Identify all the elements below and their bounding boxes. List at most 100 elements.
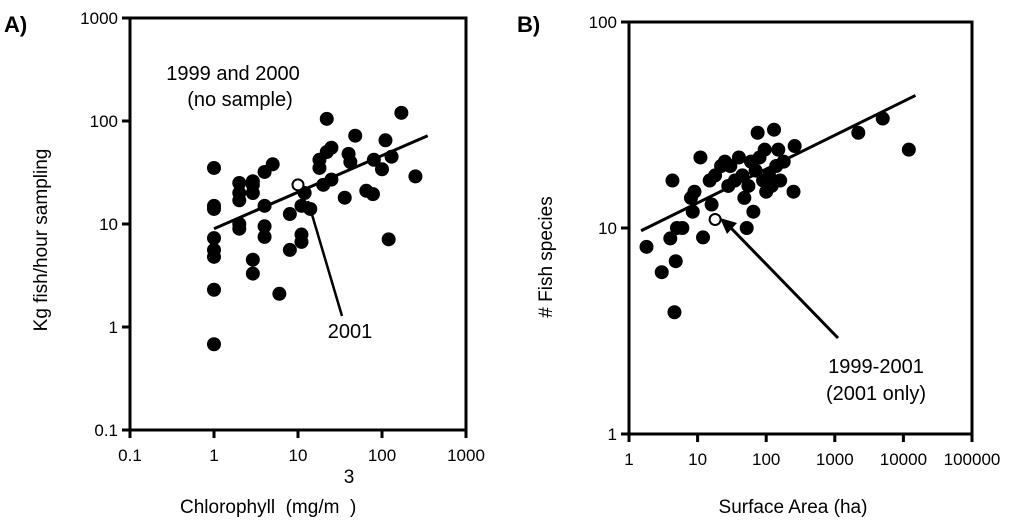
- data-point: [294, 227, 309, 242]
- y-tick-label: 1: [109, 318, 118, 337]
- data-point: [685, 204, 700, 219]
- y-tick-label: 100: [589, 13, 617, 32]
- data-point: [232, 176, 247, 191]
- panel-a-callout-arrow: [306, 200, 344, 317]
- panel-a-x-axis-unit-superscript: 3: [344, 467, 355, 488]
- panel-a-y-axis-label: Kg fish/hour sampling: [31, 149, 52, 332]
- data-point: [207, 337, 221, 352]
- data-point: [639, 239, 654, 254]
- x-tick-label: 10: [289, 446, 308, 465]
- data-point: [696, 230, 711, 245]
- data-point: [767, 122, 782, 137]
- x-tick-label: 1: [624, 450, 633, 469]
- data-point: [232, 217, 247, 231]
- data-point: [207, 231, 221, 246]
- data-point: [663, 231, 678, 246]
- data-point: [207, 282, 221, 297]
- data-point: [731, 150, 746, 165]
- data-point: [757, 142, 772, 157]
- data-point: [282, 207, 297, 222]
- panel-b-y-ticks: 1 10 100: [589, 13, 629, 444]
- data-point: [851, 125, 866, 140]
- data-point: [257, 219, 272, 234]
- x-tick-label: 100000: [944, 450, 1001, 469]
- data-point: [343, 154, 358, 169]
- data-point: [207, 198, 221, 213]
- y-tick-label: 10: [99, 215, 118, 234]
- data-point: [776, 154, 791, 169]
- data-point: [245, 252, 260, 267]
- data-point: [319, 111, 334, 126]
- data-point: [408, 169, 423, 184]
- data-point: [693, 150, 708, 165]
- data-point: [741, 178, 756, 193]
- panel-b-callout-line1: 1999-2001: [828, 356, 924, 378]
- data-point: [704, 197, 719, 212]
- panel-b-callout-line2: (2001 only): [826, 383, 926, 405]
- y-tick-label: 10: [598, 219, 617, 238]
- data-point: [746, 204, 761, 219]
- data-point: [365, 187, 380, 202]
- data-point: [668, 254, 683, 269]
- data-point: [687, 184, 702, 199]
- panel-b: B) 1 10 100 1 10 100 1000 10000 100000 # Fish s…: [517, 12, 1000, 518]
- panel-a-y-ticks: 0.1 1 10 100 1000: [80, 9, 130, 440]
- panel-a-callout-label: 2001: [328, 321, 373, 343]
- data-point: [378, 133, 393, 148]
- panel-b-x-ticks: 1 10 100 1000 10000 100000: [624, 434, 1000, 469]
- panel-b-callout-arrowhead: [720, 218, 737, 234]
- data-point: [381, 232, 396, 247]
- data-point: [786, 184, 801, 199]
- data-point: [282, 242, 297, 257]
- x-tick-label: 100: [368, 446, 396, 465]
- panel-a-x-ticks: 0.1 1 10 100 1000: [118, 430, 485, 465]
- x-tick-label: 1000: [447, 446, 485, 465]
- panel-a-note-line1: 1999 and 2000: [166, 63, 299, 85]
- data-point: [739, 221, 754, 235]
- data-point: [394, 105, 409, 120]
- data-point: [265, 157, 280, 172]
- panel-a-label: A): [4, 12, 27, 37]
- data-point: [735, 168, 750, 183]
- y-tick-label: 1000: [80, 9, 118, 28]
- x-tick-label: 10: [688, 450, 707, 469]
- panel-a-x-axis-label: Chlorophyll (mg/m ): [180, 497, 356, 518]
- data-point: [771, 142, 786, 157]
- data-point: [232, 185, 247, 200]
- data-point: [324, 140, 339, 155]
- panel-b-x-axis-label: Surface Area (ha): [719, 497, 868, 518]
- data-point: [257, 198, 272, 213]
- open-data-point: [708, 212, 722, 226]
- panel-b-points: [639, 111, 916, 320]
- panel-a: A) 0.1 1 10 100 1000 0.1 1 10 100 1000 Kg fish/h…: [4, 9, 485, 518]
- x-tick-label: 0.1: [118, 446, 142, 465]
- panel-a-note-line2: (no sample): [187, 89, 293, 111]
- data-point: [901, 142, 916, 157]
- data-point: [245, 174, 260, 189]
- data-point: [750, 125, 765, 140]
- x-tick-label: 1: [209, 446, 218, 465]
- data-point: [654, 265, 669, 280]
- data-point: [875, 111, 890, 126]
- data-point: [257, 229, 272, 244]
- data-point: [375, 162, 389, 177]
- data-point: [207, 160, 221, 175]
- data-point: [773, 173, 788, 188]
- data-point: [748, 163, 763, 178]
- data-point: [366, 152, 381, 167]
- data-point: [207, 242, 221, 257]
- panel-b-callout-arrow-shaft: [728, 225, 840, 340]
- open-data-point: [291, 178, 305, 192]
- data-point: [675, 221, 690, 235]
- panel-a-points: [207, 105, 423, 352]
- data-point: [667, 305, 682, 320]
- panel-b-y-axis-label: # Fish species: [536, 196, 557, 317]
- x-tick-label: 100: [752, 450, 780, 469]
- data-point: [324, 172, 339, 187]
- y-tick-label: 1: [608, 425, 617, 444]
- data-point: [665, 173, 680, 188]
- y-tick-label: 0.1: [94, 421, 118, 440]
- y-tick-label: 100: [90, 112, 118, 131]
- data-point: [737, 190, 752, 205]
